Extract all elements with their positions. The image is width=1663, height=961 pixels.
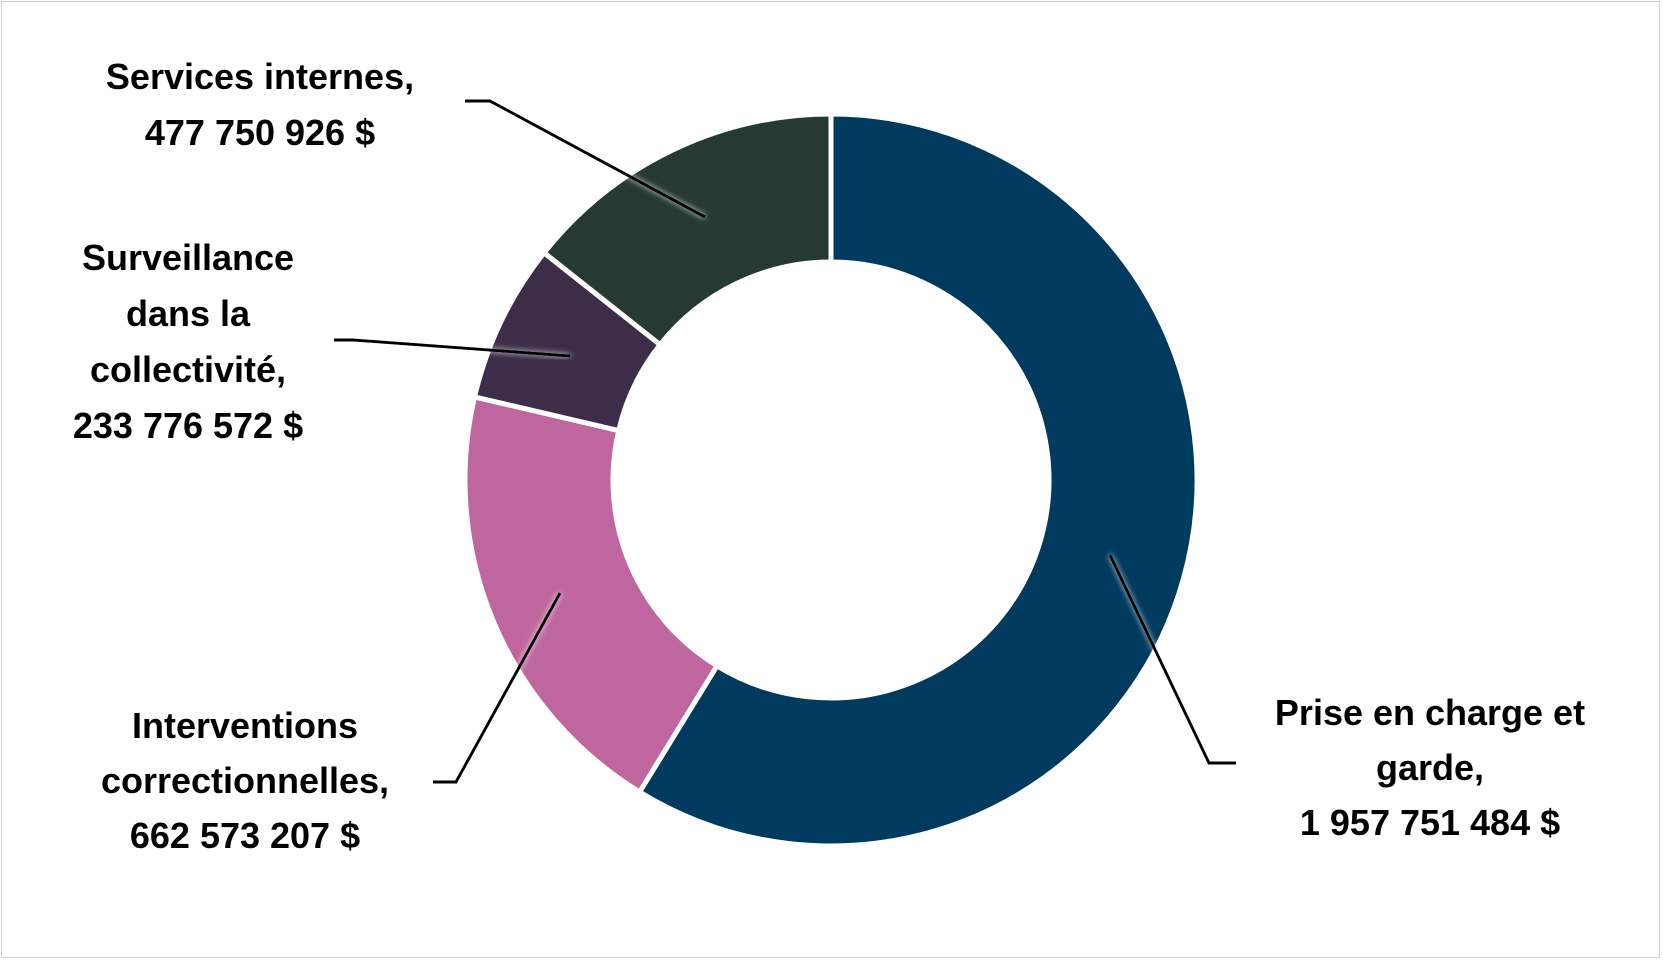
data-label-line: Surveillance xyxy=(82,237,294,278)
data-label-line: 233 776 572 $ xyxy=(73,405,303,446)
slice-interventions xyxy=(462,393,721,796)
leader-line-services-internes xyxy=(465,99,706,219)
data-label-line: 477 750 926 $ xyxy=(145,112,375,153)
data-label-line: 662 573 207 $ xyxy=(130,815,360,856)
slice-prise-en-charge-et xyxy=(636,111,1200,849)
data-label-line: dans la xyxy=(126,293,251,334)
slices-layer xyxy=(462,111,1200,849)
leader-line-interventions xyxy=(433,592,562,784)
data-label-line: Services internes, xyxy=(106,56,414,97)
data-label-prise-en-charge-et: Prise en charge et garde, 1 957 751 484 $ xyxy=(1275,692,1585,843)
data-label-line: Interventions xyxy=(132,705,358,746)
leader-lines-layer xyxy=(334,99,1236,784)
data-label-surveillance: Surveillance dans la collectivité, 233 776 … xyxy=(73,237,303,446)
data-label-interventions: Interventions correctionnelles, 662 573 20… xyxy=(101,705,389,856)
leader-line-prise-en-charge-et xyxy=(1108,554,1236,765)
leader-line-surveillance xyxy=(334,338,571,358)
data-label-line: correctionnelles, xyxy=(101,760,389,801)
slice-services-internes xyxy=(540,111,834,349)
data-label-line: garde, xyxy=(1376,747,1484,788)
labels-layer: Prise en charge et garde, 1 957 751 484 $ I… xyxy=(73,56,1585,856)
data-label-services-internes: Services internes, 477 750 926 $ xyxy=(106,56,414,153)
data-label-line: collectivité, xyxy=(90,349,286,390)
data-label-line: 1 957 751 484 $ xyxy=(1300,802,1560,843)
data-label-line: Prise en charge et xyxy=(1275,692,1585,733)
